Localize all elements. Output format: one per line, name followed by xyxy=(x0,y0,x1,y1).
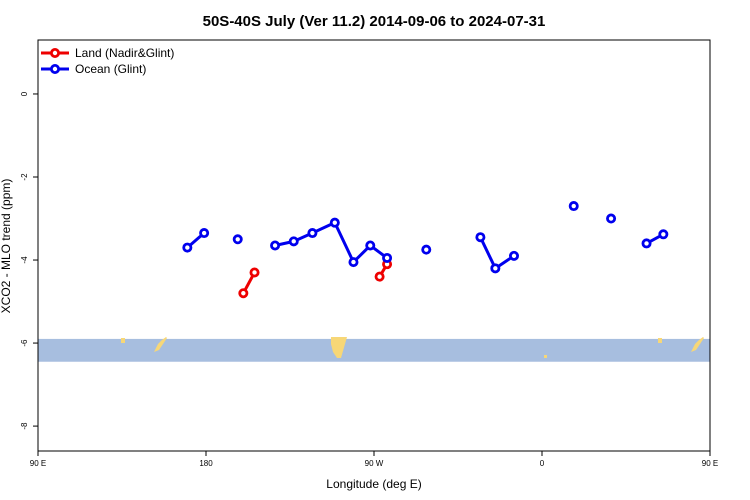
series-layer xyxy=(182,201,669,299)
ocean-line-4 xyxy=(479,236,515,270)
land-point-1-0 xyxy=(374,271,385,282)
ocean-point-2-1 xyxy=(288,236,299,247)
ocean-point-2-0 xyxy=(270,240,281,251)
land-point-0-1 xyxy=(249,267,260,278)
map-strip xyxy=(38,337,710,362)
land-patch-south-america xyxy=(331,337,347,358)
ocean-point-0-1 xyxy=(199,228,210,239)
ocean-point-2-2 xyxy=(307,228,318,239)
land-point-0-0 xyxy=(238,288,249,299)
ocean-band xyxy=(38,338,710,362)
legend-entry-land: Land (Nadir&Glint) xyxy=(41,46,174,60)
legend-marker-ocean xyxy=(50,64,61,75)
y-tick-label-4: -8 xyxy=(20,422,29,430)
legend-entry-ocean: Ocean (Glint) xyxy=(41,62,146,76)
legend-label-land: Land (Nadir&Glint) xyxy=(75,46,174,60)
chart-title: 50S-40S July (Ver 11.2) 2014-09-06 to 20… xyxy=(203,13,546,30)
legend: Land (Nadir&Glint) Ocean (Glint) xyxy=(41,46,174,76)
land-patch-small-island xyxy=(544,355,547,358)
ocean-point-7-0 xyxy=(641,238,652,249)
x-tick-label-2: 90 W xyxy=(365,459,384,468)
y-axis-label: XCO2 - MLO trend (ppm) xyxy=(0,179,13,314)
land-patch-australia xyxy=(121,338,125,343)
y-tick-label-2: -4 xyxy=(20,256,29,264)
land-patch-new-zealand xyxy=(154,337,167,352)
ocean-point-4-1 xyxy=(490,263,501,274)
x-tick-label-4: 90 E xyxy=(702,459,718,468)
ocean-point-2-5 xyxy=(365,240,376,251)
x-tick-label-1: 180 xyxy=(199,459,213,468)
ocean-point-2-4 xyxy=(348,257,359,268)
ocean-point-2-3 xyxy=(329,217,340,228)
x-axis-label: Longitude (deg E) xyxy=(326,477,421,491)
x-tick-label-3: 0 xyxy=(540,459,545,468)
y-tick-label-0: 0 xyxy=(20,91,29,96)
land-patch-new-zealand-right xyxy=(691,337,704,352)
ocean-point-4-2 xyxy=(508,250,519,261)
ocean-point-5-0 xyxy=(568,201,579,212)
y-axis: 0 -2 -4 -6 -8 xyxy=(20,91,38,430)
ocean-point-4-0 xyxy=(475,232,486,243)
y-tick-label-3: -6 xyxy=(20,339,29,347)
y-tick-label-1: -2 xyxy=(20,173,29,181)
land-patch-australia-right xyxy=(658,338,662,343)
ocean-point-3-0 xyxy=(421,244,432,255)
ocean-point-1-0 xyxy=(232,234,243,245)
ocean-point-0-0 xyxy=(182,242,193,253)
ocean-point-2-6 xyxy=(382,252,393,263)
ocean-point-6-0 xyxy=(606,213,617,224)
land-masses xyxy=(121,337,704,358)
x-tick-label-0: 90 E xyxy=(30,459,46,468)
legend-marker-land xyxy=(50,48,61,59)
legend-label-ocean: Ocean (Glint) xyxy=(75,62,146,76)
ocean-point-7-1 xyxy=(658,229,669,240)
